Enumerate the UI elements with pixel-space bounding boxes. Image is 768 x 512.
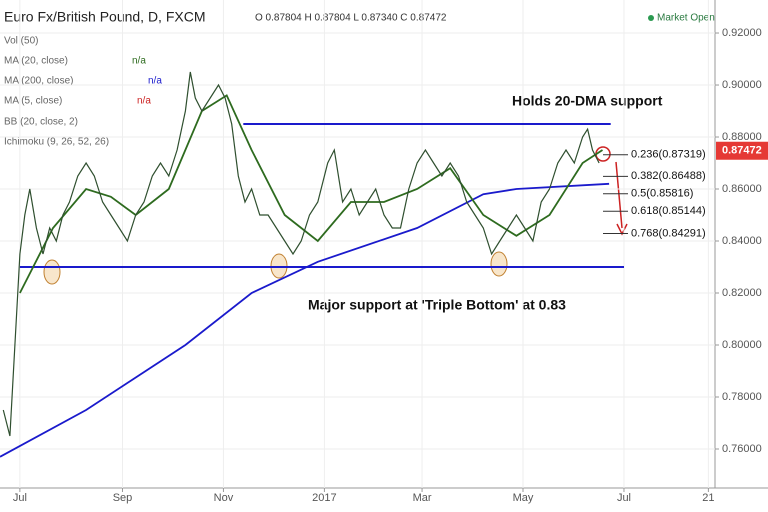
- x-tick-label: 2017: [312, 492, 336, 504]
- arrow: [615, 161, 623, 229]
- indicator-label: MA (20, close): [4, 56, 68, 67]
- series-line: [19, 94, 603, 294]
- y-tick-label: 0.84000: [722, 235, 762, 247]
- bottom-marker: [490, 251, 508, 277]
- arrow-head: [616, 223, 628, 236]
- bottom-marker: [43, 259, 61, 285]
- series-line: [2, 71, 600, 437]
- y-tick-label: 0.76000: [722, 443, 762, 455]
- fib-label: 0.768(0.84291): [631, 227, 706, 239]
- y-tick-label: 0.80000: [722, 339, 762, 351]
- x-tick-label: 21: [702, 492, 714, 504]
- x-tick-label: Mar: [413, 492, 432, 504]
- y-tick-label: 0.92000: [722, 27, 762, 39]
- y-tick-label: 0.78000: [722, 391, 762, 403]
- indicator-label: Vol (50): [4, 36, 38, 47]
- fib-label: 0.618(0.85144): [631, 205, 706, 217]
- indicator-label: MA (200, close): [4, 76, 73, 87]
- indicator-value: n/a: [132, 56, 146, 67]
- indicator-label: Ichimoku (9, 26, 52, 26): [4, 137, 109, 148]
- fib-label: 0.382(0.86488): [631, 170, 706, 182]
- indicator-value: n/a: [148, 76, 162, 87]
- fib-label: 0.236(0.87319): [631, 149, 706, 161]
- annotation: Holds 20-DMA support: [512, 93, 663, 109]
- y-tick-label: 0.86000: [722, 183, 762, 195]
- y-tick-label: 0.90000: [722, 79, 762, 91]
- last-price-tag: [716, 141, 768, 160]
- indicator-label: BB (20, close, 2): [4, 117, 78, 128]
- ohlc: O 0.87804 H 0.87804 L 0.87340 C 0.87472: [255, 13, 447, 24]
- status-dot: [648, 15, 654, 21]
- x-tick-label: May: [513, 492, 534, 504]
- annotation: Major support at 'Triple Bottom' at 0.83: [308, 297, 566, 313]
- x-tick-label: Nov: [214, 492, 234, 504]
- market-status: Market Open: [657, 13, 715, 24]
- x-tick-label: Jul: [617, 492, 631, 504]
- chart-title: Euro Fx/British Pound, D, FXCM: [4, 9, 206, 25]
- fib-label: 0.5(0.85816): [631, 188, 693, 200]
- indicator-value: n/a: [137, 96, 151, 107]
- y-tick-label: 0.88000: [722, 131, 762, 143]
- last-price-label: 0.87472: [722, 145, 762, 157]
- y-tick-label: 0.82000: [722, 287, 762, 299]
- x-tick-label: Sep: [113, 492, 133, 504]
- x-tick-label: Jul: [13, 492, 27, 504]
- series-line: [0, 182, 610, 458]
- indicator-label: MA (5, close): [4, 96, 62, 107]
